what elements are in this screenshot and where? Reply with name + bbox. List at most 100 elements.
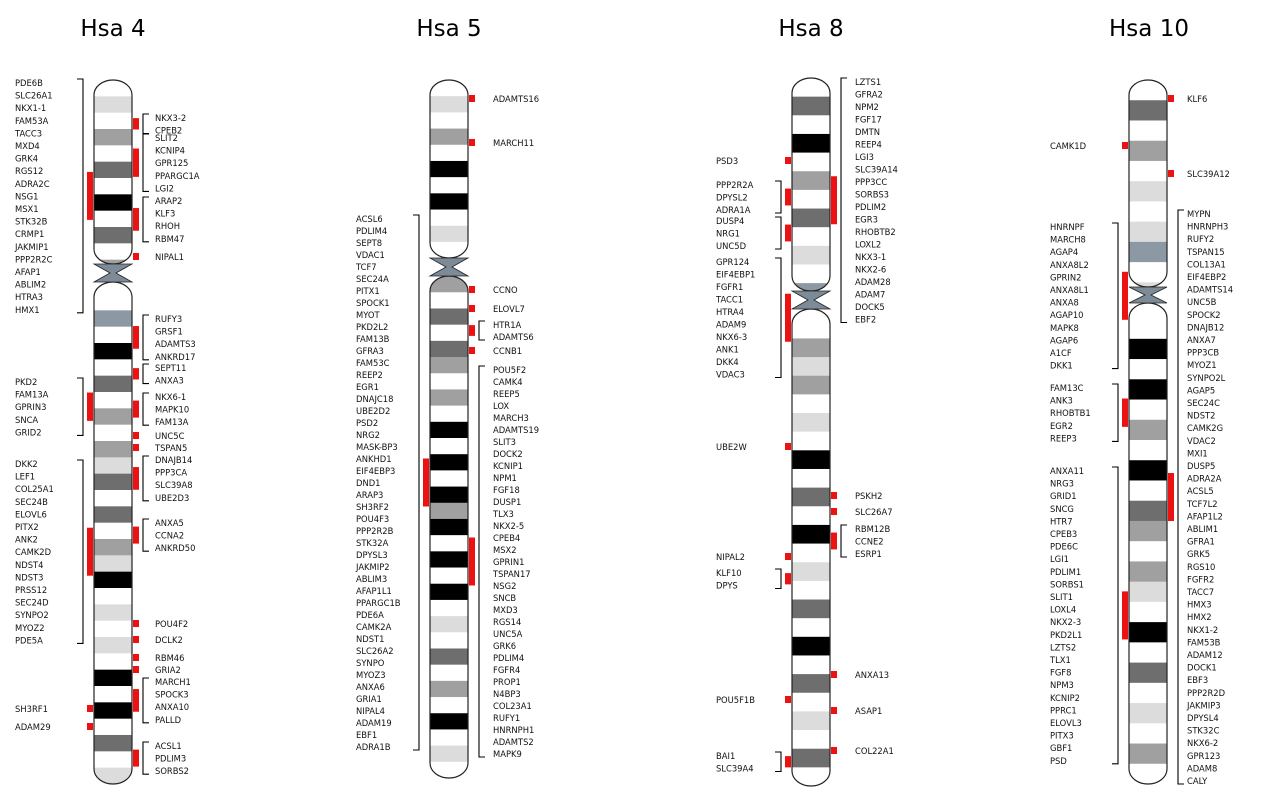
gene-locus-marker <box>831 176 837 225</box>
gene-label: GPRIN2 <box>1050 272 1081 282</box>
gene-label: BAI1 <box>716 751 735 761</box>
chromosome-band <box>430 454 468 471</box>
gene-label: TLX3 <box>492 509 514 519</box>
gene-label: SORBS1 <box>1050 579 1084 589</box>
gene-label: PROP1 <box>493 677 521 687</box>
gene-locus-marker <box>785 224 791 242</box>
gene-bracket <box>840 77 847 324</box>
gene-label: NPM1 <box>493 473 517 483</box>
chromosome-band <box>430 340 468 358</box>
gene-label: KLF6 <box>1187 94 1207 104</box>
chromosome-band <box>94 310 132 328</box>
gene-label: MARCH11 <box>493 138 534 148</box>
chromosome-band <box>792 78 830 98</box>
gene-bracket <box>775 180 782 214</box>
gene-label: ANKRD50 <box>155 543 195 553</box>
gene-label: ANXA8L1 <box>1050 285 1089 295</box>
chromosome-band <box>1129 763 1167 784</box>
gene-label: ANKRD17 <box>155 352 195 362</box>
chromosome-band <box>94 243 132 261</box>
chromosome-band <box>430 308 468 326</box>
gene-label: MAPK9 <box>493 749 522 759</box>
chromosome-band <box>94 539 132 556</box>
chromosome-band <box>430 616 468 633</box>
gene-locus-marker <box>133 749 139 767</box>
gene-label: LGI2 <box>155 183 174 193</box>
gene-label: ARAP3 <box>356 490 383 500</box>
gene-label: SPOCK2 <box>1187 310 1221 320</box>
chromosome-band <box>792 189 830 210</box>
gene-label: DPYSL4 <box>1187 713 1219 723</box>
gene-label: CAMK4 <box>493 377 523 387</box>
gene-label: COL22A1 <box>855 746 894 756</box>
chromosome-band <box>94 441 132 458</box>
chromosome-band <box>792 245 830 265</box>
gene-label: ARAP2 <box>155 196 182 206</box>
gene-label: CCNB1 <box>493 346 522 356</box>
chromosome-band <box>430 276 468 293</box>
chromosome-band <box>430 389 468 407</box>
gene-label: SYNPO2 <box>15 610 49 620</box>
gene-label: ACSL1 <box>155 741 182 751</box>
gene-label: PDE6C <box>1050 542 1078 552</box>
chromosome-band <box>792 692 830 712</box>
gene-locus-marker <box>133 666 139 673</box>
gene-label: GRK5 <box>1187 549 1210 559</box>
chromosome-band <box>1129 662 1167 684</box>
chromosome-band <box>1129 541 1167 562</box>
gene-locus-marker <box>1122 398 1128 427</box>
gene-locus-marker <box>831 492 837 499</box>
gene-label: PDLIM1 <box>1050 567 1081 577</box>
gene-label: SYNPO <box>356 658 385 668</box>
chromosome-band <box>430 96 468 113</box>
chromosome-band <box>1129 440 1167 461</box>
gene-label: SH3RF1 <box>15 704 48 714</box>
gene-locus-marker <box>785 443 791 450</box>
gene-label: KCNIP1 <box>493 461 523 471</box>
gene-label: MYOT <box>356 310 380 320</box>
gene-label: NRG3 <box>1050 479 1074 489</box>
gene-label: GPR124 <box>716 257 749 267</box>
gene-locus-marker <box>469 325 475 336</box>
gene-locus-marker <box>133 620 139 627</box>
gene-label: SLIT2 <box>155 133 178 143</box>
gene-label: CCNA2 <box>155 531 184 541</box>
gene-label: DUSP5 <box>1187 461 1215 471</box>
gene-label: ANXA6 <box>356 682 385 692</box>
gene-label: PKD2L2 <box>356 322 388 332</box>
gene-label: TSPAN17 <box>492 569 531 579</box>
chromosome-band <box>1129 419 1167 441</box>
chromosome-band <box>430 421 468 439</box>
gene-label: POU4F3 <box>356 514 389 524</box>
chromosome-title: Hsa 10 <box>1109 16 1189 42</box>
chromosome-band <box>430 551 468 569</box>
gene-label: NSG1 <box>15 191 38 201</box>
gene-label: KCNIP2 <box>1050 693 1080 703</box>
chromosome-band <box>1129 480 1167 502</box>
chromosome-band <box>792 599 830 619</box>
gene-label: DOCK2 <box>493 449 523 459</box>
gene-label: COL23A1 <box>493 701 532 711</box>
chromosome-band <box>1129 120 1167 142</box>
gene-label: ADRA1B <box>356 742 391 752</box>
gene-label: NDST4 <box>15 560 43 570</box>
chromosome-band <box>430 535 468 552</box>
gene-label: HTR7 <box>1050 516 1073 526</box>
gene-locus-marker <box>469 286 475 293</box>
centromere <box>790 290 832 310</box>
gene-label: PPARGC1B <box>356 598 401 608</box>
gene-label: PDLIM3 <box>155 754 186 764</box>
gene-label: FGFR1 <box>716 282 743 292</box>
gene-locus-marker <box>785 553 791 560</box>
chromosome-band <box>792 524 830 545</box>
gene-locus-marker <box>87 705 93 712</box>
gene-label: TLX1 <box>1049 655 1071 665</box>
gene-label: SEPT8 <box>356 238 382 248</box>
chromosome-band <box>792 133 830 154</box>
chromosome-band <box>792 543 830 563</box>
gene-locus-marker <box>423 458 429 507</box>
gene-label: RHOH <box>155 221 180 231</box>
gene-bracket <box>142 314 149 361</box>
gene-label: SORBS2 <box>155 766 189 776</box>
chromosome-band <box>94 80 132 97</box>
